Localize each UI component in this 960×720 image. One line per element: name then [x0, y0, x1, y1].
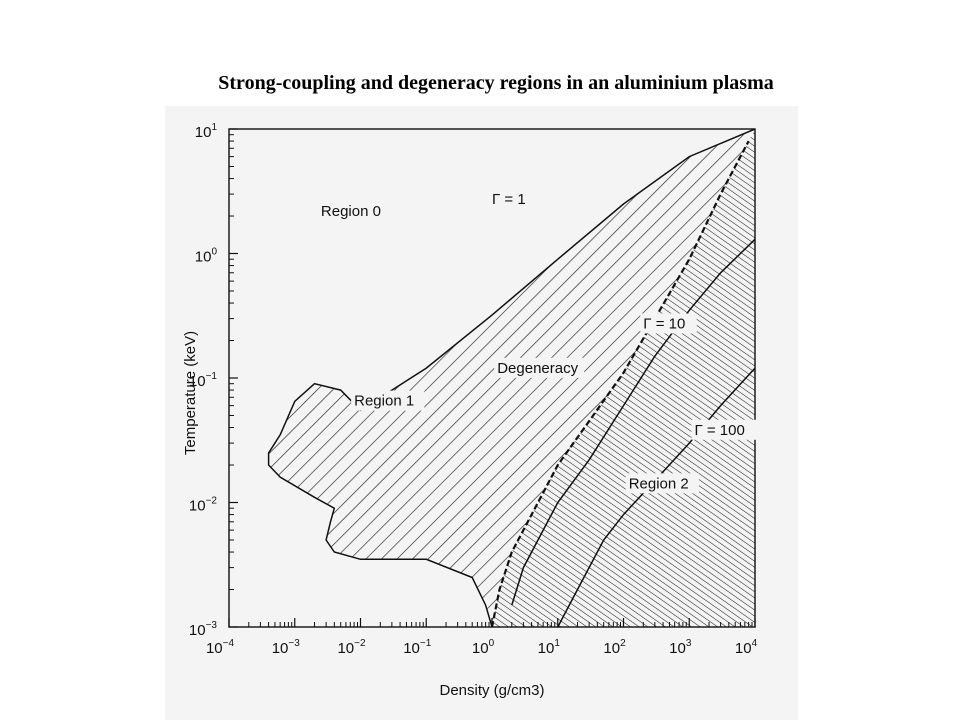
region-1-shading [268, 129, 755, 627]
phase-diagram: 10−4 10−3 10−2 10−1 100 101 102 103 10410110010−… [182, 122, 758, 699]
x-tick-label: 103 [669, 638, 692, 657]
x-axis-label: Density (g/cm3) [439, 682, 544, 699]
gamma-10-label: Γ = 10 [643, 315, 685, 332]
region-1-label: Region 1 [354, 393, 414, 410]
region-2-label-bg [625, 473, 699, 494]
degeneracy-curve [490, 140, 750, 627]
gamma-1-label-bg [489, 188, 537, 209]
region-1-label-bg [351, 390, 425, 411]
gamma-1-curve [267, 129, 755, 627]
y-tick-label: 100 [195, 247, 218, 266]
x-tick-label: 10−1 [403, 638, 432, 657]
x-tick-label: 10−2 [337, 638, 366, 657]
x-tick-label: 101 [538, 638, 561, 657]
y-axis-label: Temperature (keV) [182, 331, 199, 455]
chart-panel: 10−4 10−3 10−2 10−1 100 101 102 103 104 101 100 10−… [165, 106, 798, 720]
chart-title: Strong-coupling and degeneracy regions i… [218, 72, 774, 94]
region-0-label-bg [317, 201, 392, 222]
gamma-100-label: Γ = 100 [694, 422, 744, 439]
degeneracy-label: Degeneracy [497, 360, 578, 377]
region-0-label: Region 0 [321, 203, 381, 220]
y-tick-label: 10−2 [189, 496, 218, 515]
x-tick-label: 102 [603, 638, 626, 657]
y-tick-label: 101 [195, 122, 218, 141]
x-tick-label: 10−3 [272, 638, 301, 657]
gamma-100-curve [557, 367, 755, 627]
y-tick-label: 10−1 [189, 371, 218, 390]
gamma-10-curve [511, 238, 755, 606]
gamma-100-label-bg [691, 419, 757, 440]
region-2-label: Region 2 [629, 475, 689, 492]
y-tick-label: 10−3 [189, 620, 218, 639]
degeneracy-label-bg [494, 357, 585, 378]
x-tick-label: 104 [735, 638, 758, 657]
x-tick-label: 100 [472, 638, 495, 657]
x-tick-label: 10−4 [206, 638, 235, 657]
gamma-1-label: Γ = 1 [492, 191, 526, 208]
gamma-10-label-bg [640, 313, 697, 334]
